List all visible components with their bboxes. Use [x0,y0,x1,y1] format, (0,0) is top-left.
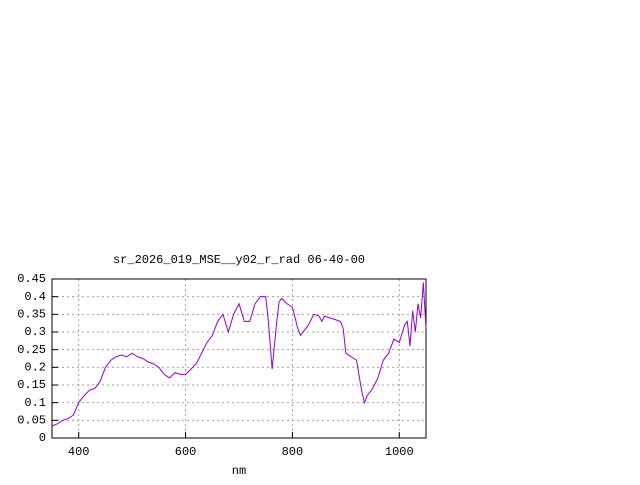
y-tick-label: 0.35 [17,308,46,322]
chart-title: sr_2026_019_MSE__y02_r_rad 06-40-00 [113,253,365,267]
x-tick-label: 800 [282,445,304,459]
y-tick-label: 0.15 [17,378,46,392]
y-tick-label: 0.25 [17,343,46,357]
y-tick-label: 0.45 [17,272,46,286]
x-tick-label: 400 [68,445,90,459]
y-tick-label: 0.05 [17,414,46,428]
y-tick-label: 0.1 [24,396,46,410]
x-axis-label: nm [232,464,246,478]
x-tick-label: 1000 [385,445,414,459]
plot-frame [51,278,427,439]
y-tick-label: 0.4 [24,290,46,304]
y-tick-label: 0 [39,431,46,445]
y-tick-label: 0.3 [24,325,46,339]
data-line [51,282,427,427]
x-tick-label: 600 [175,445,197,459]
y-tick-label: 0.2 [24,361,46,375]
